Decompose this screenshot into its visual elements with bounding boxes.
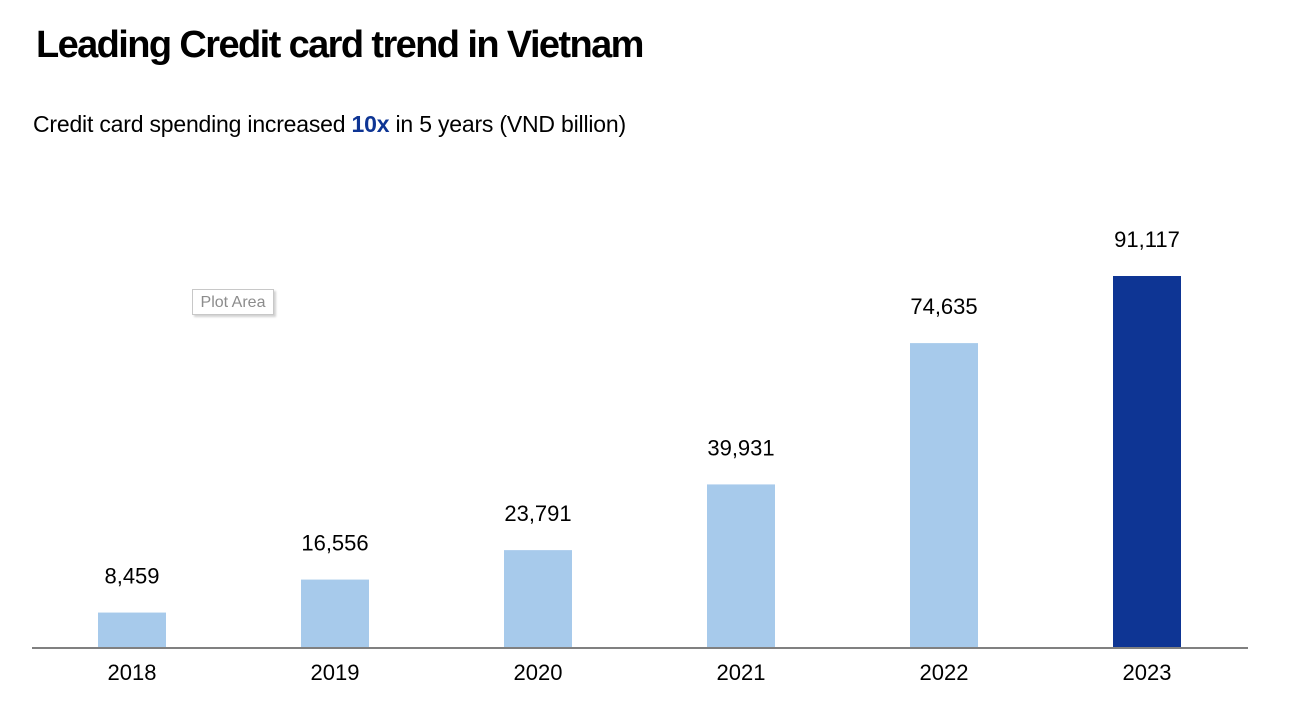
bar-2022 xyxy=(910,343,978,647)
chart-subtitle: Credit card spending increased 10x in 5 … xyxy=(33,111,626,138)
labels-group: 8,459 2018 16,556 2019 23,791 2020 39,931 2021 7… xyxy=(104,227,1179,685)
bar-2020 xyxy=(504,550,572,647)
subtitle-highlight: 10x xyxy=(351,111,390,137)
x-tick-label-2019: 2019 xyxy=(311,660,360,685)
bar-2018 xyxy=(98,612,166,647)
x-tick-label-2020: 2020 xyxy=(514,660,563,685)
bar-2021 xyxy=(707,484,775,647)
bar-2023 xyxy=(1113,276,1181,647)
x-tick-label-2018: 2018 xyxy=(108,660,157,685)
bar-2019 xyxy=(301,579,369,647)
x-tick-label-2021: 2021 xyxy=(717,660,766,685)
subtitle-text-before: Credit card spending increased xyxy=(33,111,352,137)
x-tick-label-2023: 2023 xyxy=(1123,660,1172,685)
value-label-2018: 8,459 xyxy=(104,564,159,589)
chart-title: Leading Credit card trend in Vietnam xyxy=(36,24,644,66)
subtitle-text-after: in 5 years (VND billion) xyxy=(389,111,627,137)
plot-area-tooltip: Plot Area xyxy=(192,289,274,315)
value-label-2019: 16,556 xyxy=(301,531,368,556)
value-label-2023: 91,117 xyxy=(1114,227,1180,252)
bars-group xyxy=(98,276,1181,647)
value-label-2022: 74,635 xyxy=(910,294,977,319)
value-label-2021: 39,931 xyxy=(707,435,774,460)
value-label-2020: 23,791 xyxy=(504,501,571,526)
x-tick-label-2022: 2022 xyxy=(920,660,969,685)
